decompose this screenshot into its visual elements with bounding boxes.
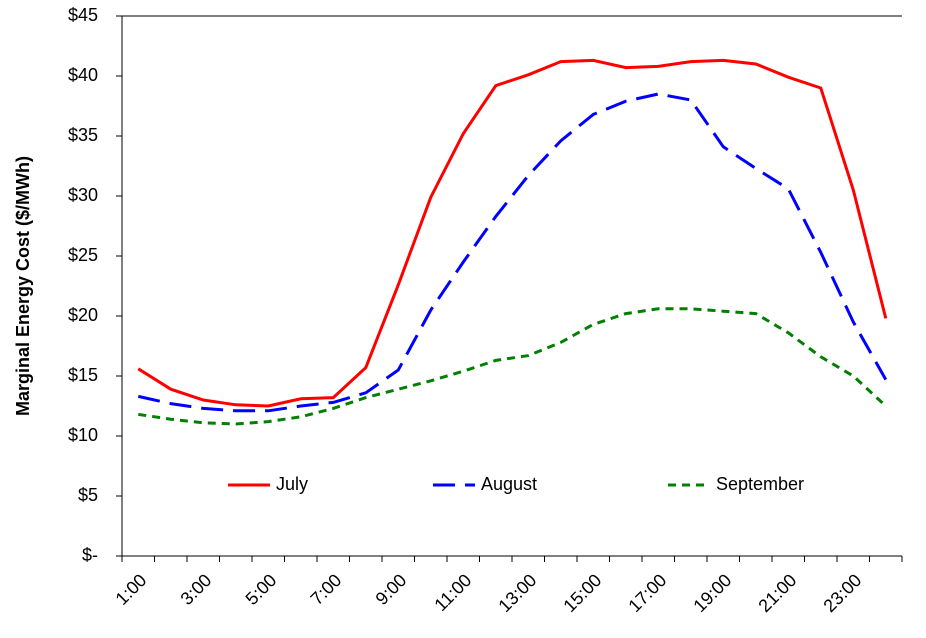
legend-label: August [481,474,537,494]
x-tick-label: 7:00 [307,570,346,609]
x-tick-label: 23:00 [819,570,865,616]
y-tick-label: $45 [68,5,98,25]
y-tick-label: $15 [68,365,98,385]
x-tick-label: 13:00 [494,570,540,616]
legend-label: September [716,474,804,494]
y-tick-label: $5 [78,485,98,505]
y-tick-label: $35 [68,125,98,145]
y-tick-label: $- [82,545,98,565]
series-line [137,92,888,413]
x-tick-label: 11:00 [430,570,475,615]
x-tick-label: 17:00 [624,570,670,616]
y-tick-label: $20 [68,305,98,325]
series-line [138,307,887,426]
y-tick-label: $30 [68,185,98,205]
y-tick-label: $10 [68,425,98,445]
series-line [137,58,888,408]
x-tick-label: 3:00 [177,570,216,609]
x-tick-label: 1:00 [112,570,151,609]
y-tick-label: $40 [68,65,98,85]
x-tick-label: 19:00 [689,570,735,616]
y-axis-label: Marginal Energy Cost ($/MWh) [13,156,33,416]
legend-label: July [276,474,308,494]
x-tick-label: 5:00 [242,570,281,609]
x-tick-label: 15:00 [559,570,605,616]
y-tick-label: $25 [68,245,98,265]
x-tick-label: 21:00 [754,570,800,616]
x-tick-label: 9:00 [372,570,411,609]
